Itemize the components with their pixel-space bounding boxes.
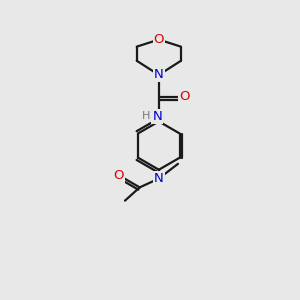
Text: O: O — [113, 169, 124, 182]
Text: N: N — [154, 68, 164, 81]
Text: O: O — [154, 33, 164, 46]
Text: H: H — [142, 111, 151, 121]
Text: O: O — [179, 91, 190, 103]
Text: N: N — [154, 172, 164, 185]
Text: N: N — [152, 110, 162, 123]
